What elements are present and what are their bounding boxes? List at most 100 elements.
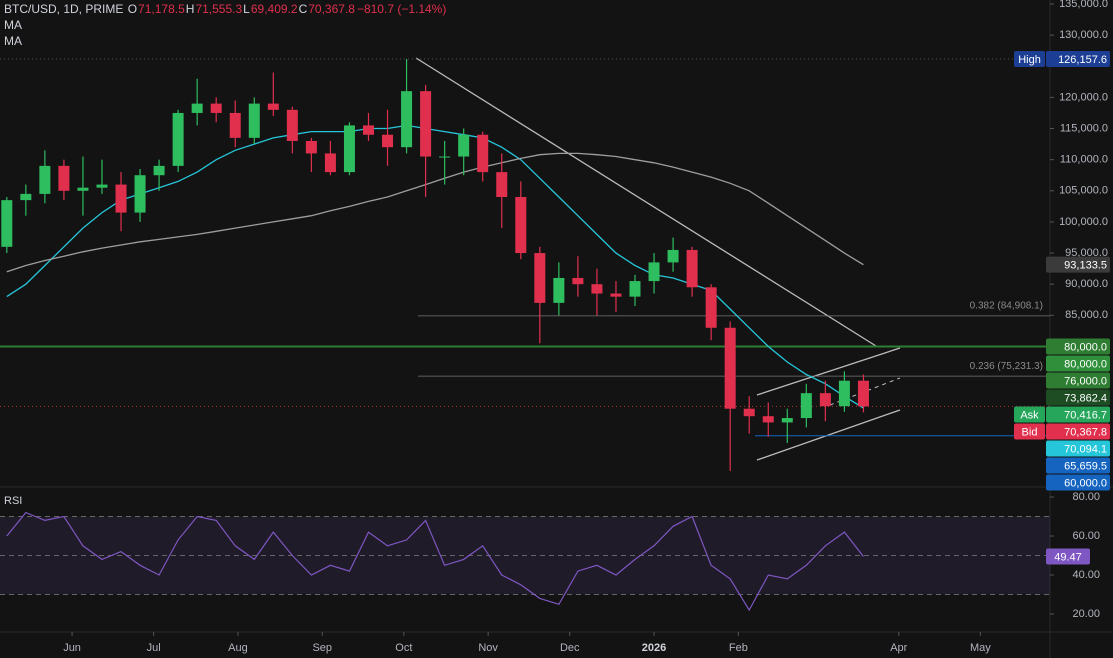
rsi-value-label: 49.47: [1054, 551, 1082, 563]
candle-body: [781, 418, 793, 423]
rsi-title: RSI: [4, 495, 22, 507]
y-tick-label: 85,000.0: [1065, 309, 1108, 321]
candle-body: [153, 165, 165, 176]
ohlc-value: 71,555.3: [195, 2, 243, 16]
candle-body: [686, 249, 698, 288]
price-label-box: [1046, 423, 1110, 440]
y-tick-label: 100,000.0: [1059, 216, 1108, 228]
channel-top: [756, 347, 901, 396]
legend-header: BTC/USD, 1D, PRIME O71,178.5H71,555.3L69…: [4, 1, 447, 49]
price-label-box: [1046, 457, 1110, 474]
price-label-box: [1046, 372, 1110, 389]
candle-body: [857, 380, 869, 407]
ohlc: O71,178.5H71,555.3L69,409.2C70,367.8: [128, 2, 356, 16]
candle-body: [439, 156, 451, 158]
x-tick-label: Sep: [312, 642, 332, 654]
fib-label: 0.236 (75,231.3): [970, 361, 1043, 372]
ohlc-value: 71,178.5: [138, 2, 185, 16]
candle-body: [515, 197, 527, 254]
price-label: 65,659.5: [1064, 460, 1107, 472]
candle-body: [591, 284, 603, 294]
y-tick-label: 95,000.0: [1065, 247, 1108, 259]
candle-body: [534, 253, 546, 303]
price-label: 73,862.4: [1064, 392, 1107, 404]
candle-body: [819, 393, 831, 407]
x-tick-label: Aug: [228, 642, 248, 654]
price-label: 80,000.0: [1064, 341, 1107, 353]
candle-body: [838, 380, 850, 407]
candle-body: [172, 112, 184, 166]
x-tick-label: Feb: [729, 642, 748, 654]
candle-body: [58, 165, 70, 191]
candle-body: [248, 103, 260, 138]
candle-body: [20, 193, 32, 201]
price-label-box: [1046, 256, 1110, 273]
candle-body: [96, 184, 108, 188]
candle-body: [305, 140, 317, 154]
channel-bottom: [756, 409, 901, 461]
symbol: BTC/USD, 1D, PRIME: [4, 2, 124, 16]
price-label-box: [1046, 51, 1110, 68]
symbol-line: BTC/USD, 1D, PRIME O71,178.5H71,555.3L69…: [4, 1, 447, 17]
candle-body: [420, 91, 432, 157]
y-tick-label: 105,000.0: [1059, 185, 1108, 197]
candle-body: [115, 184, 127, 213]
moving-average: [6, 152, 864, 273]
price-label: 80,000.0: [1064, 358, 1107, 370]
candle-body: [134, 175, 146, 213]
candle-body: [210, 103, 222, 113]
candle-body: [667, 249, 679, 263]
x-tick-label: Jul: [147, 642, 161, 654]
ohlc-key: H: [185, 2, 195, 16]
x-tick-label: Apr: [890, 642, 907, 654]
y-tick-label: 130,000.0: [1059, 29, 1108, 41]
price-tag: Ask: [1020, 409, 1039, 421]
candle-body: [324, 153, 336, 173]
x-tick-label: Nov: [478, 642, 498, 654]
candle-body: [610, 293, 622, 297]
indicator: MA: [4, 18, 22, 32]
fib-label: 0.382 (84,908.1): [970, 301, 1043, 312]
x-tick-label: May: [970, 642, 991, 654]
candle-body: [648, 262, 660, 282]
candle-body: [229, 112, 241, 138]
x-tick-label: Jun: [63, 642, 81, 654]
candle-body: [705, 287, 717, 328]
price-label: 126,157.6: [1058, 54, 1107, 66]
price-label: 70,094.1: [1064, 443, 1107, 455]
candle-body: [553, 277, 565, 303]
candle-body: [458, 134, 470, 157]
price-label-box: [1046, 355, 1110, 372]
price-label: 70,416.7: [1064, 409, 1107, 421]
x-tick-label: Dec: [560, 642, 580, 654]
candle-body: [77, 187, 89, 191]
candle-body: [800, 393, 812, 419]
candle-body: [1, 200, 13, 247]
ohlc-value: 69,409.2: [250, 2, 298, 16]
rsi-line: [6, 511, 864, 612]
y-tick-label: 115,000.0: [1060, 122, 1108, 134]
candle-body: [724, 327, 736, 409]
price-label: 76,000.0: [1064, 375, 1107, 387]
y-tick-label: 135,000.0: [1059, 0, 1108, 10]
price-label-box: [1046, 406, 1110, 423]
rsi-tick-label: 80.00: [1072, 491, 1100, 503]
candle-body: [477, 134, 489, 173]
candle-body: [39, 165, 51, 194]
price-tag: High: [1018, 54, 1041, 66]
rsi-tick-label: 40.00: [1072, 569, 1100, 581]
ohlc-key: C: [298, 2, 308, 16]
y-tick-label: 110,000.0: [1060, 154, 1108, 166]
x-tick-label: 2026: [642, 642, 666, 654]
candle-body: [762, 416, 774, 423]
price-tag-box: [1014, 51, 1045, 68]
candle-body: [191, 103, 203, 113]
price-label: 70,367.8: [1064, 426, 1107, 438]
price-label: 60,000.0: [1064, 477, 1107, 489]
candle-body: [362, 125, 374, 135]
rsi-tick-label: 60.00: [1072, 530, 1100, 542]
change: −810.7 (−1.14%): [356, 2, 447, 16]
price-tag: Bid: [1022, 426, 1038, 438]
